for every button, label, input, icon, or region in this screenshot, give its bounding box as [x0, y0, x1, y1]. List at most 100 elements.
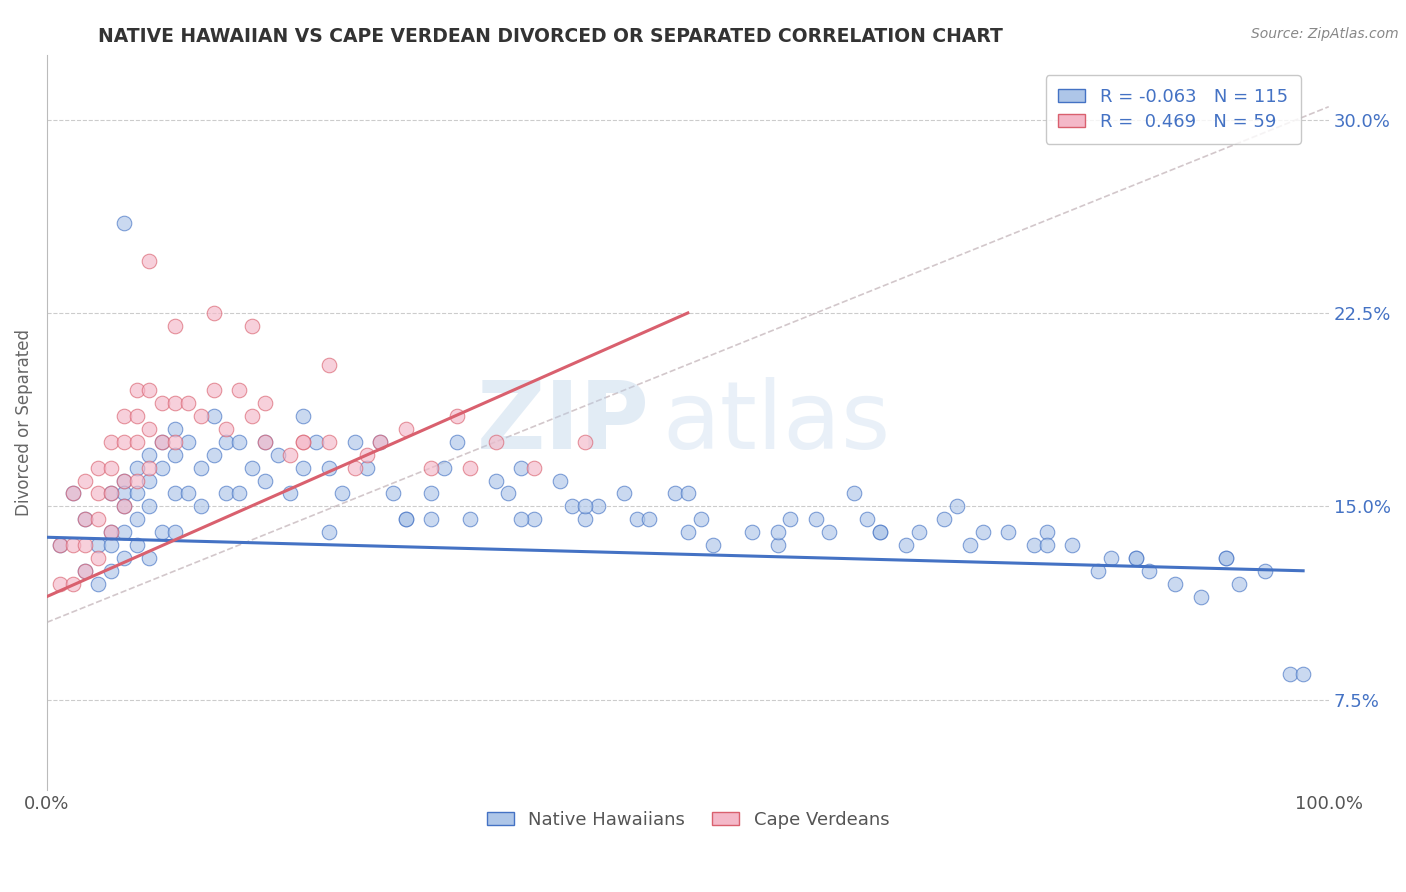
- Point: [125, 409, 148, 423]
- Point: [574, 500, 596, 514]
- Point: [817, 525, 839, 540]
- Point: [676, 486, 699, 500]
- Point: [112, 550, 135, 565]
- Point: [420, 512, 443, 526]
- Point: [343, 434, 366, 449]
- Point: [446, 434, 468, 449]
- Point: [125, 434, 148, 449]
- Point: [844, 486, 866, 500]
- Point: [112, 525, 135, 540]
- Point: [228, 384, 250, 398]
- Point: [112, 486, 135, 500]
- Point: [202, 409, 225, 423]
- Point: [165, 434, 187, 449]
- Point: [165, 448, 187, 462]
- Point: [484, 474, 506, 488]
- Point: [318, 460, 340, 475]
- Point: [138, 254, 160, 268]
- Point: [125, 512, 148, 526]
- Point: [574, 434, 596, 449]
- Point: [190, 500, 212, 514]
- Point: [240, 460, 263, 475]
- Point: [804, 512, 827, 526]
- Point: [75, 564, 97, 578]
- Point: [125, 460, 148, 475]
- Point: [165, 422, 187, 436]
- Point: [138, 448, 160, 462]
- Point: [1292, 666, 1315, 681]
- Point: [87, 460, 110, 475]
- Point: [112, 434, 135, 449]
- Point: [1279, 666, 1302, 681]
- Point: [626, 512, 648, 526]
- Point: [356, 460, 378, 475]
- Point: [433, 460, 456, 475]
- Point: [292, 409, 315, 423]
- Point: [48, 538, 70, 552]
- Point: [150, 396, 173, 410]
- Point: [228, 486, 250, 500]
- Point: [894, 538, 917, 552]
- Point: [574, 512, 596, 526]
- Point: [190, 460, 212, 475]
- Point: [292, 434, 315, 449]
- Point: [702, 538, 724, 552]
- Point: [87, 550, 110, 565]
- Point: [112, 474, 135, 488]
- Point: [215, 422, 238, 436]
- Point: [997, 525, 1019, 540]
- Point: [510, 460, 533, 475]
- Point: [318, 434, 340, 449]
- Point: [856, 512, 879, 526]
- Point: [1125, 550, 1147, 565]
- Point: [202, 448, 225, 462]
- Point: [150, 434, 173, 449]
- Point: [87, 538, 110, 552]
- Point: [165, 396, 187, 410]
- Point: [253, 474, 276, 488]
- Point: [125, 474, 148, 488]
- Point: [112, 216, 135, 230]
- Point: [138, 460, 160, 475]
- Point: [1062, 538, 1084, 552]
- Point: [510, 512, 533, 526]
- Point: [215, 434, 238, 449]
- Point: [125, 486, 148, 500]
- Point: [177, 486, 200, 500]
- Point: [280, 486, 302, 500]
- Point: [266, 448, 288, 462]
- Point: [946, 500, 969, 514]
- Text: NATIVE HAWAIIAN VS CAPE VERDEAN DIVORCED OR SEPARATED CORRELATION CHART: NATIVE HAWAIIAN VS CAPE VERDEAN DIVORCED…: [98, 27, 1004, 45]
- Point: [112, 409, 135, 423]
- Y-axis label: Divorced or Separated: Divorced or Separated: [15, 329, 32, 516]
- Point: [75, 538, 97, 552]
- Point: [330, 486, 353, 500]
- Point: [100, 525, 122, 540]
- Point: [125, 538, 148, 552]
- Point: [1035, 525, 1057, 540]
- Point: [1189, 590, 1212, 604]
- Point: [548, 474, 571, 488]
- Point: [1253, 564, 1275, 578]
- Point: [613, 486, 636, 500]
- Point: [586, 500, 609, 514]
- Point: [112, 500, 135, 514]
- Point: [1099, 550, 1122, 565]
- Point: [934, 512, 956, 526]
- Point: [100, 525, 122, 540]
- Point: [959, 538, 981, 552]
- Point: [676, 525, 699, 540]
- Point: [1137, 564, 1160, 578]
- Point: [292, 434, 315, 449]
- Point: [1215, 550, 1237, 565]
- Point: [100, 564, 122, 578]
- Point: [305, 434, 328, 449]
- Point: [112, 474, 135, 488]
- Point: [202, 306, 225, 320]
- Text: Source: ZipAtlas.com: Source: ZipAtlas.com: [1251, 27, 1399, 41]
- Point: [458, 460, 481, 475]
- Point: [523, 512, 546, 526]
- Point: [766, 525, 789, 540]
- Point: [138, 384, 160, 398]
- Point: [75, 564, 97, 578]
